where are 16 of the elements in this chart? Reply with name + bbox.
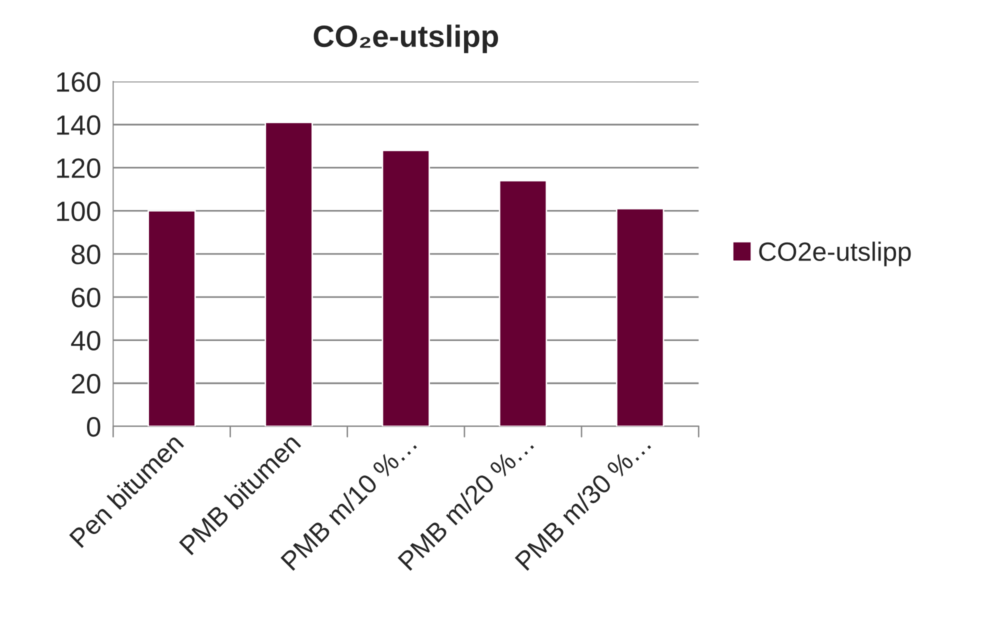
y-tick-label: 40 — [71, 330, 100, 350]
y-tick-label: 60 — [72, 288, 100, 308]
y-tick-label: 120 — [57, 158, 100, 178]
bar — [382, 150, 430, 426]
bar — [264, 122, 313, 426]
bar — [148, 210, 196, 426]
y-tick-label: 80 — [72, 244, 100, 264]
chart-title: CO₂e-utslipp — [314, 24, 498, 54]
y-tick-label: 0 — [86, 417, 100, 437]
y-tick-label: 20 — [72, 374, 100, 394]
legend-label: CO2e-utslipp — [759, 242, 911, 266]
bar — [498, 180, 548, 426]
bar — [616, 208, 664, 426]
y-tick-label: 140 — [57, 115, 100, 135]
y-tick-label: 160 — [57, 72, 100, 92]
y-tick-label: 100 — [57, 201, 100, 222]
